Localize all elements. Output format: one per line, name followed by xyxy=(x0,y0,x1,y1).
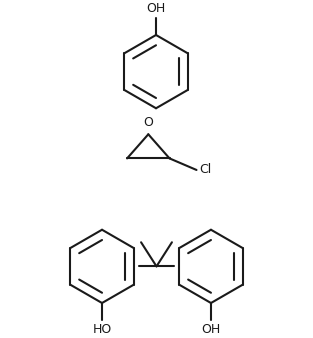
Text: HO: HO xyxy=(92,323,112,336)
Text: OH: OH xyxy=(146,2,166,15)
Text: OH: OH xyxy=(201,323,221,336)
Text: O: O xyxy=(143,117,153,129)
Text: Cl: Cl xyxy=(199,164,212,176)
